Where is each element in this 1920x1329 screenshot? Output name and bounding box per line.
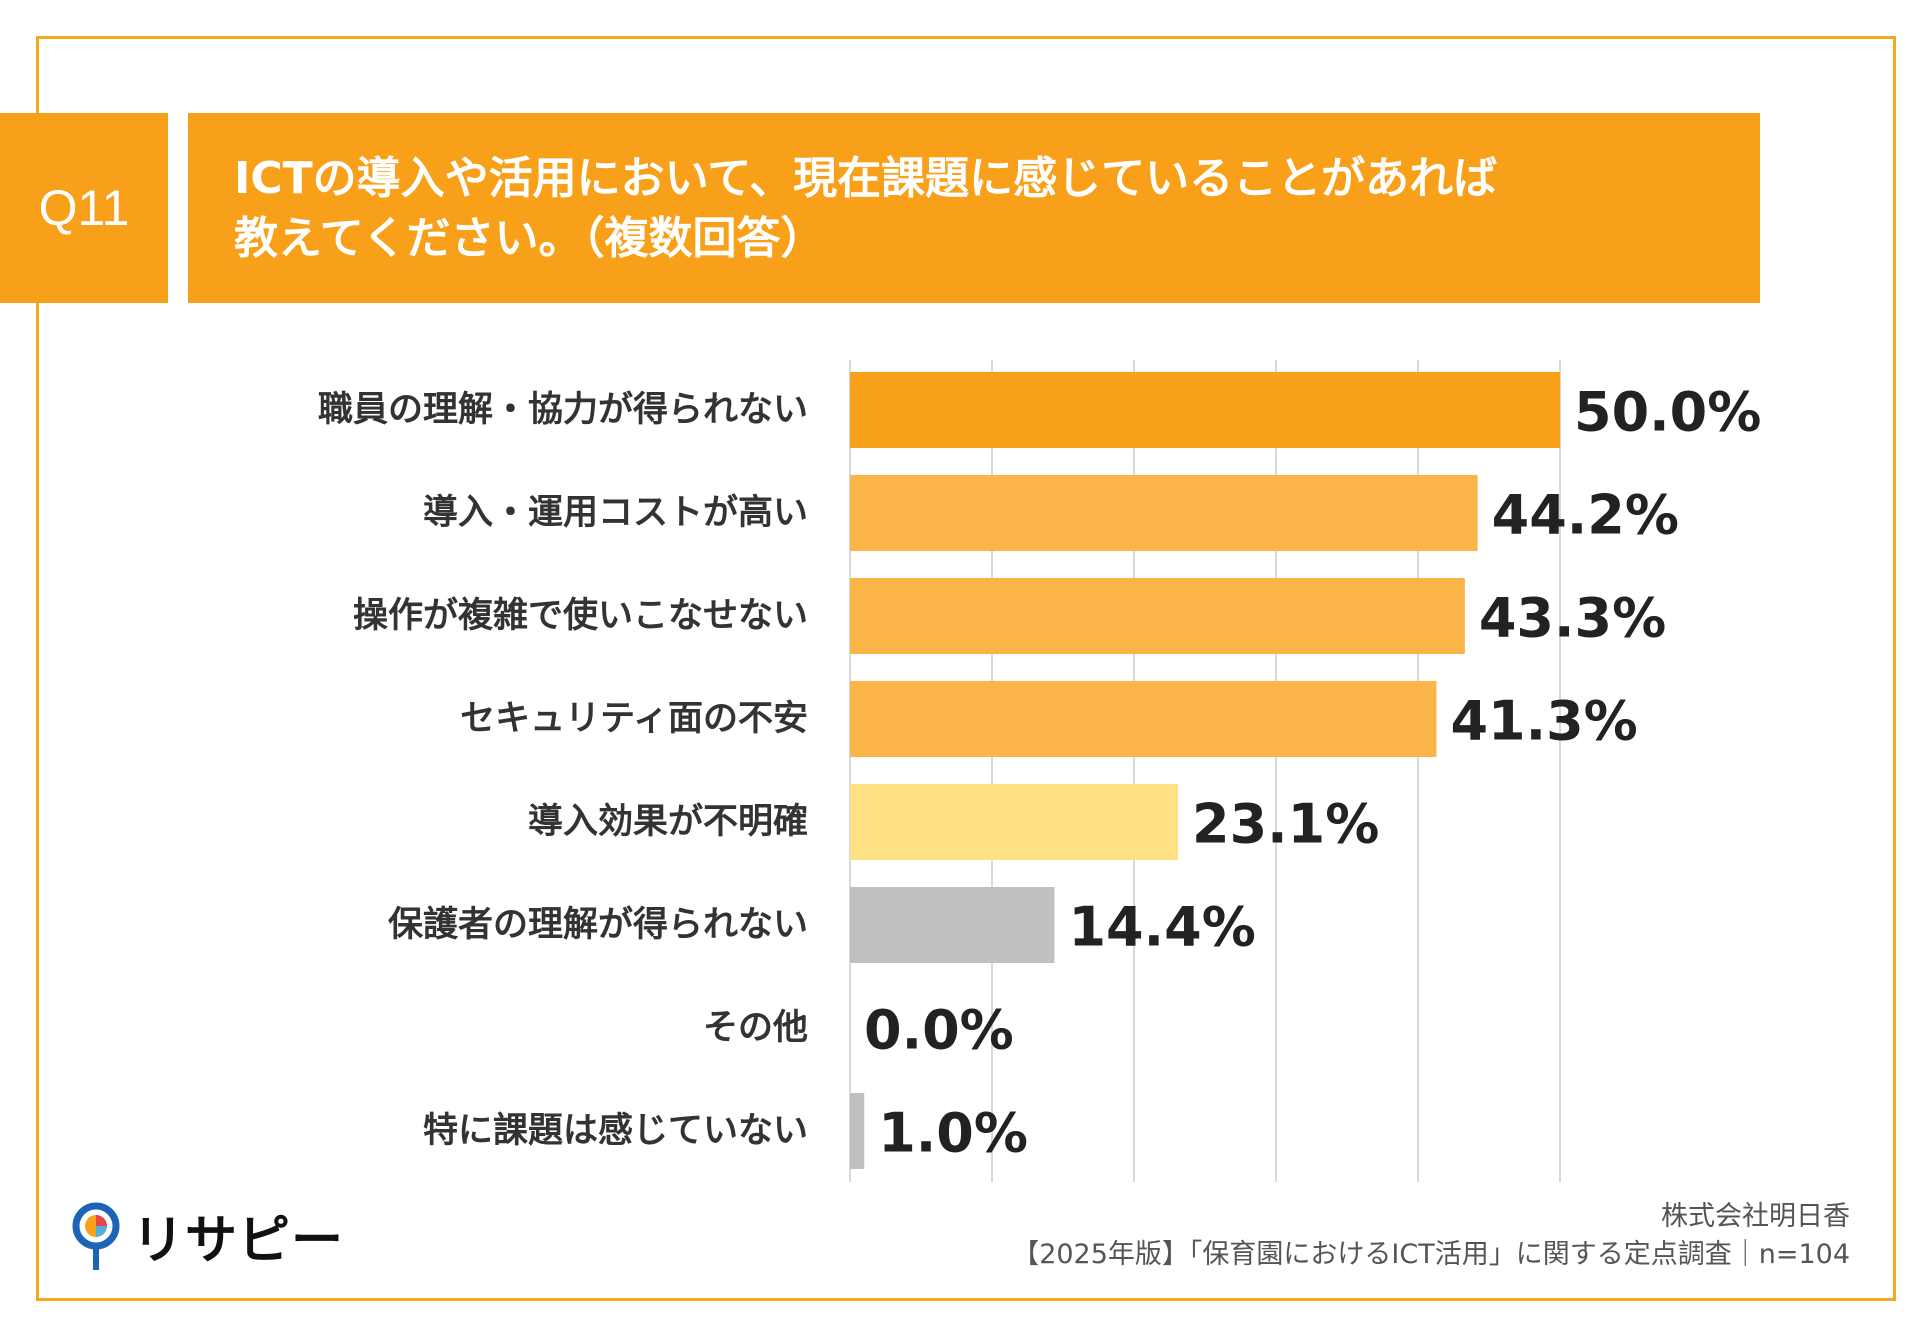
logo-text: リサピー (132, 1211, 345, 1271)
category-label: 導入・運用コストが高い (423, 493, 808, 533)
bar (850, 578, 1465, 654)
value-label: 41.3% (1450, 690, 1637, 753)
question-number: Q11 (38, 180, 130, 236)
value-label: 0.0% (864, 999, 1014, 1062)
value-label: 1.0% (878, 1102, 1028, 1165)
bar (850, 784, 1179, 860)
value-label: 44.2% (1492, 484, 1679, 547)
question-title-line1: ICTの導入や活用において、現在課題に感じていることがあれば (234, 153, 1498, 204)
value-label: 14.4% (1068, 896, 1255, 959)
category-label: 特に課題は感じていない (423, 1111, 808, 1151)
value-label: 50.0% (1574, 381, 1761, 444)
category-label: 職員の理解・協力が得られない (318, 390, 808, 430)
bar (850, 475, 1478, 551)
value-label: 43.3% (1479, 587, 1666, 650)
bar (850, 681, 1437, 757)
question-title: ICTの導入や活用において、現在課題に感じていることがあれば 教えてください。（… (188, 113, 1760, 303)
credit-block: 株式会社明日香 【2025年版】「保育園におけるICT活用」に関する定点調査｜n… (1012, 1198, 1850, 1274)
logo: リサピー (70, 1198, 344, 1273)
category-label: セキュリティ面の不安 (460, 699, 808, 739)
category-label: 導入効果が不明確 (528, 802, 808, 842)
survey-info: 【2025年版】「保育園におけるICT活用」に関する定点調査｜n=104 (1012, 1239, 1850, 1270)
question-title-line2: 教えてください。（複数回答） (234, 213, 825, 264)
company-name: 株式会社明日香 (1661, 1201, 1850, 1232)
category-label: その他 (703, 1008, 808, 1048)
bar (850, 372, 1560, 448)
bar (850, 1093, 865, 1169)
logo-pin-icon (72, 1202, 120, 1270)
value-label: 23.1% (1192, 793, 1379, 856)
outer-frame (36, 36, 1896, 1301)
question-number-badge: Q11 (0, 113, 168, 303)
bar (850, 887, 1055, 963)
category-label: 操作が複雑で使いこなせない (353, 596, 808, 636)
category-label: 保護者の理解が得られない (388, 905, 808, 945)
